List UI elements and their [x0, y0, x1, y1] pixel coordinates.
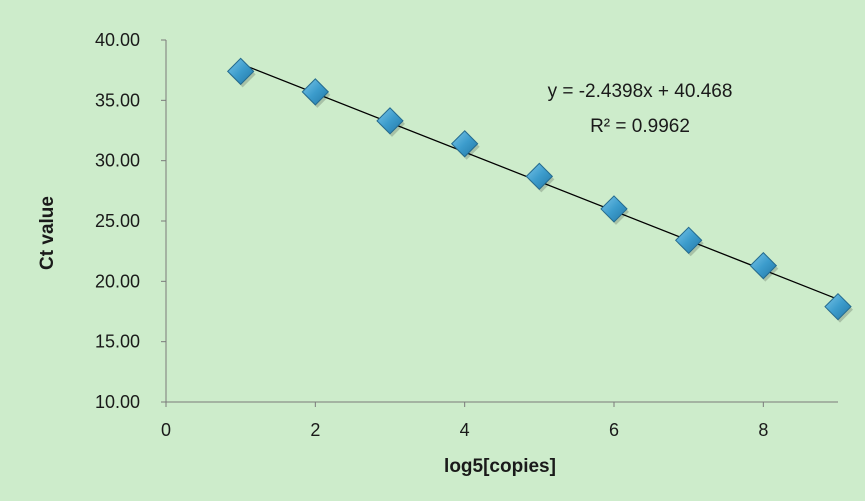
data-point — [824, 292, 852, 321]
data-point — [301, 78, 330, 106]
x-tick-label: 0 — [161, 420, 171, 440]
data-point — [749, 251, 778, 280]
x-tick-label: 2 — [310, 420, 320, 440]
data-points — [226, 57, 853, 323]
trendline-equation: y = -2.4398x + 40.468 — [548, 81, 733, 102]
x-tick-label: 8 — [758, 420, 768, 440]
y-tick-labels: 10.00 15.00 20.00 25.00 30.00 35.00 40.00 — [95, 30, 166, 412]
data-point — [525, 162, 554, 191]
y-tick-label: 30.00 — [95, 151, 140, 171]
y-tick-label: 20.00 — [95, 271, 140, 291]
y-tick-label: 15.00 — [95, 332, 140, 352]
data-point — [600, 195, 628, 223]
data-point — [376, 107, 404, 135]
y-tick-label: 25.00 — [95, 211, 140, 231]
data-point — [226, 57, 255, 86]
y-tick-label: 35.00 — [95, 90, 140, 110]
x-tick-label: 6 — [609, 420, 619, 440]
x-tick-labels: 0 2 4 6 8 — [161, 402, 768, 440]
y-tick-label: 40.00 — [95, 30, 140, 50]
x-tick-label: 4 — [460, 420, 470, 440]
r-squared-label: R² = 0.9962 — [590, 116, 690, 137]
y-axis-title: Ct value — [37, 196, 58, 270]
data-point — [450, 130, 479, 158]
x-axis-title: log5[copies] — [444, 456, 556, 477]
data-point — [674, 226, 703, 255]
y-tick-label: 10.00 — [95, 392, 140, 412]
